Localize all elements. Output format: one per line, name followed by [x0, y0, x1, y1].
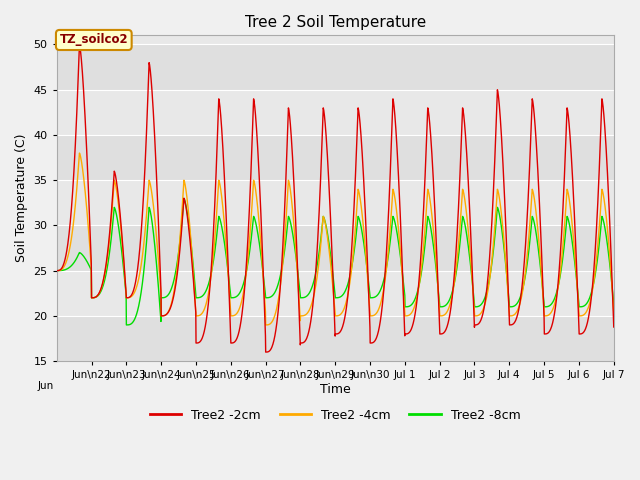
- Bar: [57, 135, 614, 180]
- Text: TZ_soilco2: TZ_soilco2: [60, 34, 128, 47]
- Text: Jun: Jun: [38, 381, 54, 391]
- Bar: [57, 44, 614, 90]
- Bar: [57, 90, 614, 135]
- Title: Tree 2 Soil Temperature: Tree 2 Soil Temperature: [244, 15, 426, 30]
- Bar: [57, 271, 614, 316]
- Bar: [57, 180, 614, 226]
- X-axis label: Time: Time: [320, 383, 351, 396]
- Bar: [57, 316, 614, 361]
- Y-axis label: Soil Temperature (C): Soil Temperature (C): [15, 134, 28, 263]
- Bar: [57, 226, 614, 271]
- Legend: Tree2 -2cm, Tree2 -4cm, Tree2 -8cm: Tree2 -2cm, Tree2 -4cm, Tree2 -8cm: [145, 404, 525, 427]
